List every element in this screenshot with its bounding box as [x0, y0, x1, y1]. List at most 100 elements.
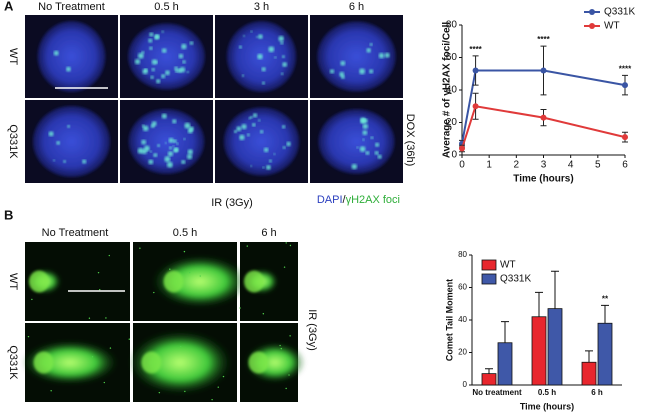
legend-marker [589, 9, 595, 15]
bar [597, 322, 613, 386]
focus [257, 53, 263, 60]
legend-swatch [481, 259, 497, 271]
point [540, 114, 547, 121]
focus [149, 46, 153, 50]
y-tick-label: 80 [458, 250, 467, 259]
focus [161, 48, 167, 54]
error-bar [601, 304, 609, 324]
comet-image [22, 323, 131, 402]
focus [138, 52, 144, 59]
focus [142, 68, 148, 75]
speck [262, 313, 265, 315]
focus [238, 45, 242, 49]
focus [250, 165, 253, 168]
y-tick-label: 80 [446, 20, 458, 31]
focus [172, 139, 177, 144]
focus [161, 113, 167, 119]
focus [155, 61, 158, 64]
focus [53, 50, 59, 56]
focus [172, 119, 177, 124]
x-tick-label: 4 [568, 160, 574, 171]
focus [366, 48, 372, 53]
focus [341, 75, 345, 79]
focus [134, 59, 141, 65]
focus [186, 70, 190, 74]
focus [141, 124, 145, 128]
comet-tail [128, 330, 232, 395]
nucleus [37, 20, 106, 93]
column-header: No Treatment [42, 227, 109, 239]
y-tick-label: 40 [458, 315, 467, 324]
focus [48, 131, 54, 137]
focus [82, 159, 87, 164]
y-axis-label: Average # of γH2AX foci/Cell [442, 22, 453, 159]
x-tick-label: 1 [486, 160, 492, 171]
focus [172, 145, 175, 148]
comet-tail [22, 340, 118, 385]
focus [250, 30, 253, 33]
speck [169, 268, 171, 270]
speck [108, 254, 110, 257]
column-header: 3 h [254, 1, 269, 13]
point [472, 67, 479, 74]
focus [143, 145, 150, 152]
focus [359, 146, 366, 152]
column-header: 6 h [349, 1, 364, 13]
micrograph [310, 100, 403, 183]
x-axis-label: Time (hours) [520, 401, 574, 411]
x-tick-label: 0.5 h [538, 388, 556, 397]
focus [236, 126, 242, 132]
comet-tail [152, 255, 248, 308]
speck [217, 386, 219, 388]
speck [288, 374, 290, 376]
comet-head [141, 351, 162, 374]
focus [280, 41, 284, 45]
y-tick-label: 20 [446, 117, 458, 128]
focus [374, 142, 380, 147]
focus [281, 125, 286, 129]
comet-head [29, 270, 49, 293]
focus [250, 115, 253, 119]
x-tick-label: 6 [622, 160, 628, 171]
speck [283, 266, 286, 268]
error-bar [585, 350, 593, 363]
y-tick-label: 60 [458, 283, 467, 292]
focus [378, 52, 385, 59]
focus [184, 122, 191, 129]
row-label: WT [7, 273, 19, 290]
comet-head [163, 270, 184, 293]
focus [166, 161, 173, 168]
focus [187, 149, 193, 155]
column-header: 0.5 h [173, 227, 197, 239]
speck [103, 381, 106, 384]
speck [280, 347, 283, 350]
focus [153, 153, 158, 158]
focus [150, 75, 154, 80]
column-header: No Treatment [38, 1, 105, 13]
focus [148, 159, 154, 165]
focus [182, 60, 186, 64]
error-bar [551, 270, 559, 309]
focus [256, 35, 259, 39]
focus [329, 69, 335, 74]
nucleus [318, 109, 395, 174]
row-label: Q331K [7, 124, 19, 159]
focus [56, 140, 61, 145]
focus [262, 166, 265, 169]
speck [109, 347, 112, 349]
x-tick-label: 6 h [591, 388, 603, 397]
focus [280, 72, 284, 76]
y-tick-label: 0 [463, 380, 468, 389]
focus [281, 55, 285, 59]
stain-foci: γH2AX foci [346, 194, 400, 206]
legend-label: Q331K [500, 274, 531, 285]
focus [157, 144, 161, 148]
micrograph [310, 15, 403, 98]
focus [141, 139, 147, 145]
focus [369, 43, 373, 46]
comet-image [133, 242, 248, 321]
stain-label: DAPI/γH2AX foci [317, 194, 400, 206]
focus [268, 46, 275, 53]
focus [141, 50, 145, 54]
